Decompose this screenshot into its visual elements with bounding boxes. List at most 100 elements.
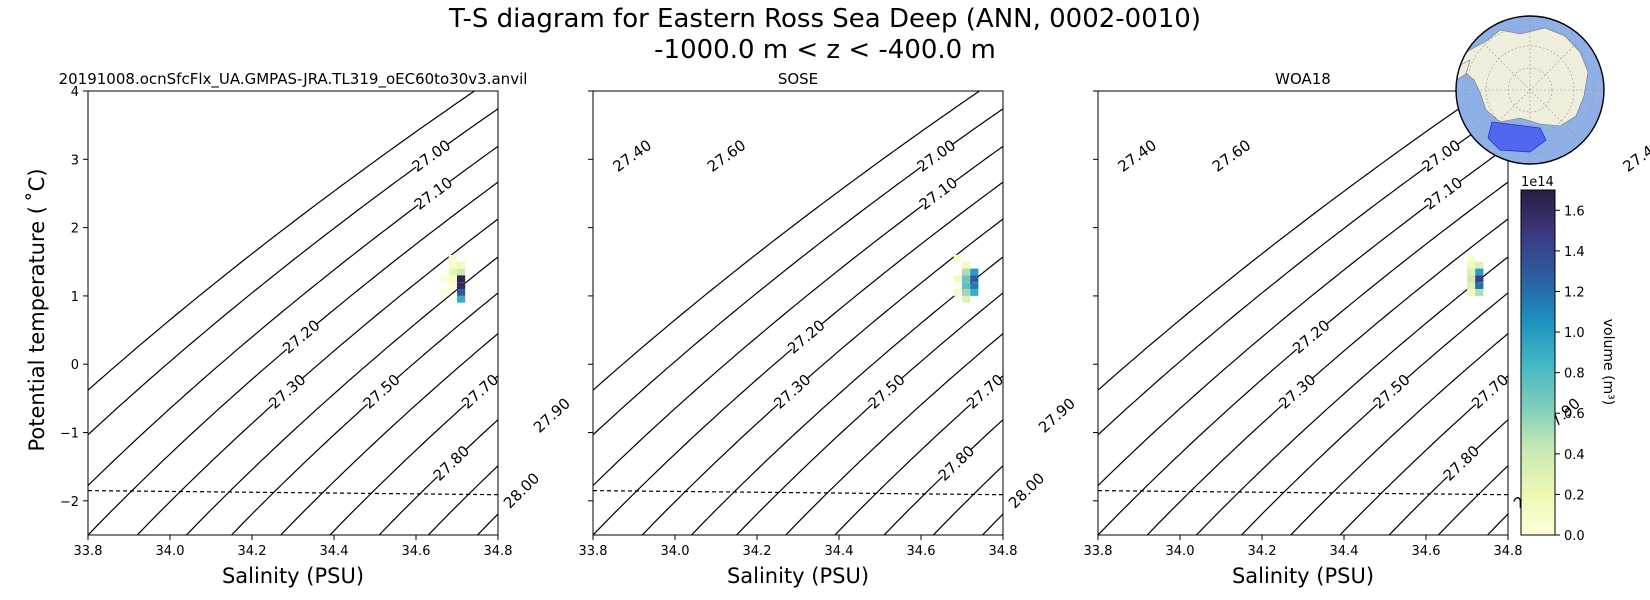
x-tick-label: 34.4 — [825, 544, 854, 559]
x-tick-label: 34.6 — [402, 544, 431, 559]
contour-label-bg — [936, 443, 977, 483]
panel-frame — [87, 90, 499, 536]
density-contour — [329, 374, 498, 535]
colorbar-gradient — [1520, 189, 1556, 536]
contour-label: 27.60 — [704, 136, 749, 176]
volume-cell — [970, 268, 979, 276]
contour-label: 27.80 — [430, 442, 473, 485]
inset-map — [1455, 15, 1605, 165]
figure-title-line2: -1000.0 m < z < -400.0 m — [654, 35, 996, 65]
density-contour — [427, 464, 498, 535]
contour-label: 27.10 — [411, 173, 456, 213]
x-tick-label: 34.8 — [989, 544, 1018, 559]
volume-cell — [953, 254, 962, 262]
inset-region-eastern-ross-sea — [1487, 121, 1547, 153]
volume-cell — [457, 289, 466, 296]
panel-plot-area — [593, 91, 1003, 535]
contour-label: 27.40 — [1620, 136, 1650, 176]
panel-title: SOSE — [778, 70, 818, 88]
density-contour — [883, 418, 1003, 535]
y-tick-label: 0 — [71, 358, 79, 373]
contour-label-bg — [1422, 174, 1465, 213]
contour-label-bg — [917, 174, 960, 213]
density-contour — [88, 91, 476, 392]
y-tick-label: 4 — [71, 85, 79, 100]
colorbar: 1e14 0.0 0.2 0.4 0.6 0.8 1.0 1.2 1.4 1.6 volume … — [1520, 175, 1616, 544]
density-contour — [593, 181, 1003, 535]
colorbar-label: volume (m³) — [1600, 319, 1616, 406]
density-contour — [1290, 332, 1508, 535]
volume-cell — [1475, 268, 1484, 276]
colorbar-multiplier: 1e14 — [1521, 175, 1554, 190]
colorbar-tick-label: 1.0 — [1564, 326, 1585, 341]
density-contour — [785, 332, 1003, 535]
volume-cell — [962, 275, 971, 283]
contour-label-bg — [459, 372, 498, 411]
contour-label: 27.20 — [784, 316, 828, 357]
volume-cell — [448, 254, 457, 262]
x-tick-label: 34.0 — [1166, 544, 1195, 559]
contour-label-bg — [412, 174, 455, 213]
density-contour — [280, 332, 498, 535]
contour-label: 27.90 — [530, 394, 574, 436]
y-tick-label: 2 — [71, 222, 79, 237]
volume-cell — [962, 289, 971, 296]
colorbar-tick-label: 0.4 — [1564, 448, 1585, 463]
colorbar-tick-label: 1.4 — [1564, 245, 1585, 260]
contour-label-bg — [915, 137, 958, 175]
density-contour — [932, 464, 1003, 535]
contour-label: 27.30 — [265, 371, 309, 413]
contour-label: 27.70 — [458, 371, 502, 413]
density-contour — [1339, 374, 1508, 535]
contour-label: 27.50 — [1370, 371, 1414, 413]
figure-title-line1: T-S diagram for Eastern Ross Sea Deep (A… — [448, 4, 1201, 34]
contour-label: 27.80 — [1440, 442, 1483, 485]
contour-label-bg — [431, 443, 472, 483]
volume-cell — [1475, 261, 1484, 269]
contour-label: 27.20 — [1289, 316, 1333, 357]
x-tick-label: 34.2 — [743, 544, 772, 559]
contour-label: 27.30 — [770, 371, 814, 413]
volume-cell — [953, 275, 962, 283]
volume-cell — [457, 282, 466, 290]
colorbar-tick-label: 0.8 — [1564, 367, 1585, 382]
contour-label-bg — [964, 372, 1003, 411]
colorbar-tick-label: 1.2 — [1564, 285, 1585, 300]
freezing-line — [88, 490, 498, 496]
volume-cell — [448, 268, 457, 276]
panel-title: 20191008.ocnSfcFlx_UA.GMPAS-JRA.TL319_oE… — [59, 70, 528, 89]
contour-label: 27.80 — [935, 442, 978, 485]
x-axis-label: Salinity (PSU) — [1232, 564, 1374, 588]
x-axis-label: Salinity (PSU) — [222, 564, 364, 588]
volume-cell — [970, 282, 979, 290]
volume-cell — [962, 282, 971, 290]
volume-cell — [1475, 282, 1484, 290]
volume-cell — [970, 289, 979, 296]
density-contour — [593, 145, 1003, 487]
density-contour — [1241, 292, 1508, 535]
x-tick-label: 34.4 — [1330, 544, 1359, 559]
x-tick-label: 33.8 — [74, 544, 103, 559]
inset-map-border — [1455, 15, 1605, 165]
contour-label: 27.10 — [916, 173, 961, 213]
contour-label: 28.00 — [1005, 469, 1048, 512]
x-tick-label: 34.2 — [1248, 544, 1277, 559]
density-contour — [641, 218, 1003, 535]
contour-label-bg — [866, 372, 907, 411]
density-contour — [88, 181, 498, 535]
density-contour — [1195, 256, 1508, 535]
y-tick-label: 1 — [71, 290, 79, 305]
contour-label: 28.00 — [500, 469, 543, 512]
volume-cell — [953, 289, 962, 296]
x-tick-label: 34.6 — [907, 544, 936, 559]
volume-cell — [1467, 268, 1476, 276]
volume-cell — [1467, 289, 1476, 296]
volume-cell — [1475, 289, 1484, 296]
contour-label-bg — [361, 372, 402, 411]
contour-label-bg — [772, 372, 813, 411]
volume-cell — [440, 289, 449, 296]
volume-cell — [1467, 275, 1476, 283]
volume-cell — [1467, 282, 1476, 290]
